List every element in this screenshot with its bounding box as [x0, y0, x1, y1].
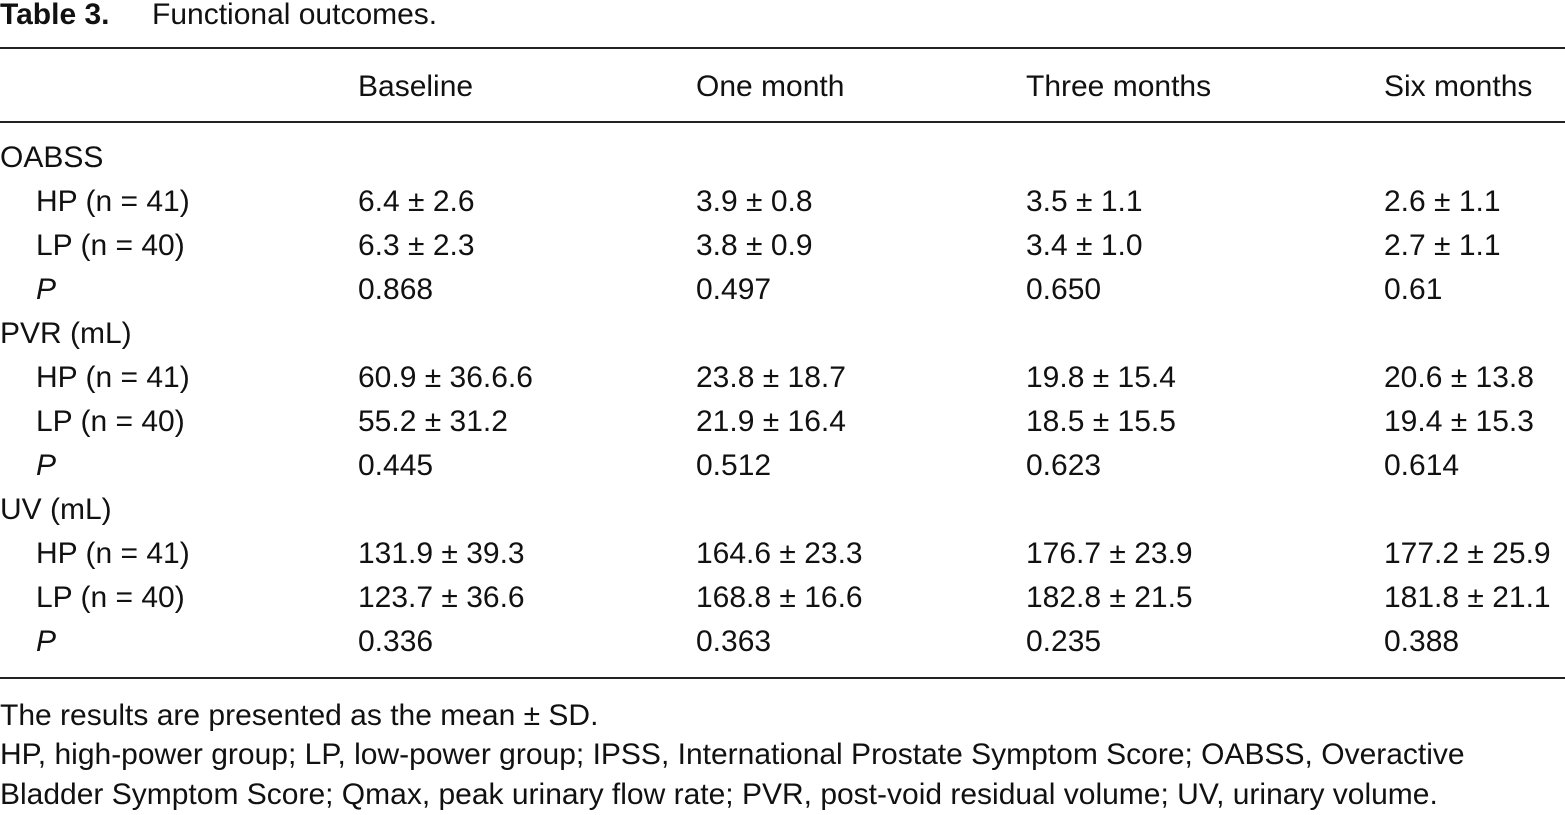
row-label: P	[36, 273, 57, 306]
cell: 0.363	[696, 625, 772, 658]
cell: 6.4 ± 2.6	[358, 185, 475, 218]
top-rule	[0, 47, 1565, 49]
bottom-rule	[0, 677, 1565, 679]
row-label: HP (n = 41)	[36, 185, 190, 218]
cell: 19.8 ± 15.4	[1026, 361, 1176, 394]
row-label: LP (n = 40)	[36, 229, 185, 262]
cell: 55.2 ± 31.2	[358, 405, 508, 438]
cell: 23.8 ± 18.7	[696, 361, 846, 394]
cell: 176.7 ± 23.9	[1026, 537, 1193, 570]
cell: 3.4 ± 1.0	[1026, 229, 1143, 262]
cell: 20.6 ± 13.8	[1384, 361, 1534, 394]
cell: 0.235	[1026, 625, 1102, 658]
cell: 0.336	[358, 625, 434, 658]
cell: 177.2 ± 25.9	[1384, 537, 1551, 570]
cell: 123.7 ± 36.6	[358, 581, 525, 614]
cell: 60.9 ± 36.6.6	[358, 361, 533, 394]
footnote: HP, high-power group; LP, low-power grou…	[0, 738, 1465, 811]
section-label: OABSS	[0, 141, 104, 174]
cell: 0.868	[358, 273, 434, 306]
row-label: HP (n = 41)	[36, 537, 190, 570]
cell: 131.9 ± 39.3	[358, 537, 525, 570]
column-header: Three months	[1026, 70, 1212, 103]
row-label: LP (n = 40)	[36, 405, 185, 438]
cell: 3.9 ± 0.8	[696, 185, 813, 218]
cell: 0.497	[696, 273, 772, 306]
cell: 21.9 ± 16.4	[696, 405, 846, 438]
cell: 168.8 ± 16.6	[696, 581, 863, 614]
cell: 0.614	[1384, 449, 1460, 482]
cell: 0.650	[1026, 273, 1102, 306]
caption-title: Functional outcomes.	[152, 0, 438, 31]
section-label: UV (mL)	[0, 493, 112, 526]
row-label: P	[36, 449, 57, 482]
row-label: HP (n = 41)	[36, 361, 190, 394]
row-label: LP (n = 40)	[36, 581, 185, 614]
cell: 0.623	[1026, 449, 1102, 482]
cell: 0.445	[358, 449, 434, 482]
column-header: One month	[696, 70, 845, 103]
cell: 181.8 ± 21.1	[1384, 581, 1551, 614]
column-header: Baseline	[358, 70, 474, 103]
footnote: The results are presented as the mean ± …	[0, 699, 599, 732]
cell: 164.6 ± 23.3	[696, 537, 863, 570]
cell: 2.6 ± 1.1	[1384, 185, 1501, 218]
cell: 6.3 ± 2.3	[358, 229, 475, 262]
cell: 182.8 ± 21.5	[1026, 581, 1193, 614]
caption-label: Table 3.	[0, 0, 110, 31]
row-label: P	[36, 625, 57, 658]
cell: 3.8 ± 0.9	[696, 229, 813, 262]
cell: 2.7 ± 1.1	[1384, 229, 1501, 262]
cell: 3.5 ± 1.1	[1026, 185, 1143, 218]
cell: 19.4 ± 15.3	[1384, 405, 1534, 438]
header-rule	[0, 121, 1565, 123]
column-header: Six months	[1384, 70, 1533, 103]
cell: 0.61	[1384, 273, 1443, 306]
section-label: PVR (mL)	[0, 317, 132, 350]
cell: 18.5 ± 15.5	[1026, 405, 1176, 438]
cell: 0.512	[696, 449, 772, 482]
cell: 0.388	[1384, 625, 1460, 658]
